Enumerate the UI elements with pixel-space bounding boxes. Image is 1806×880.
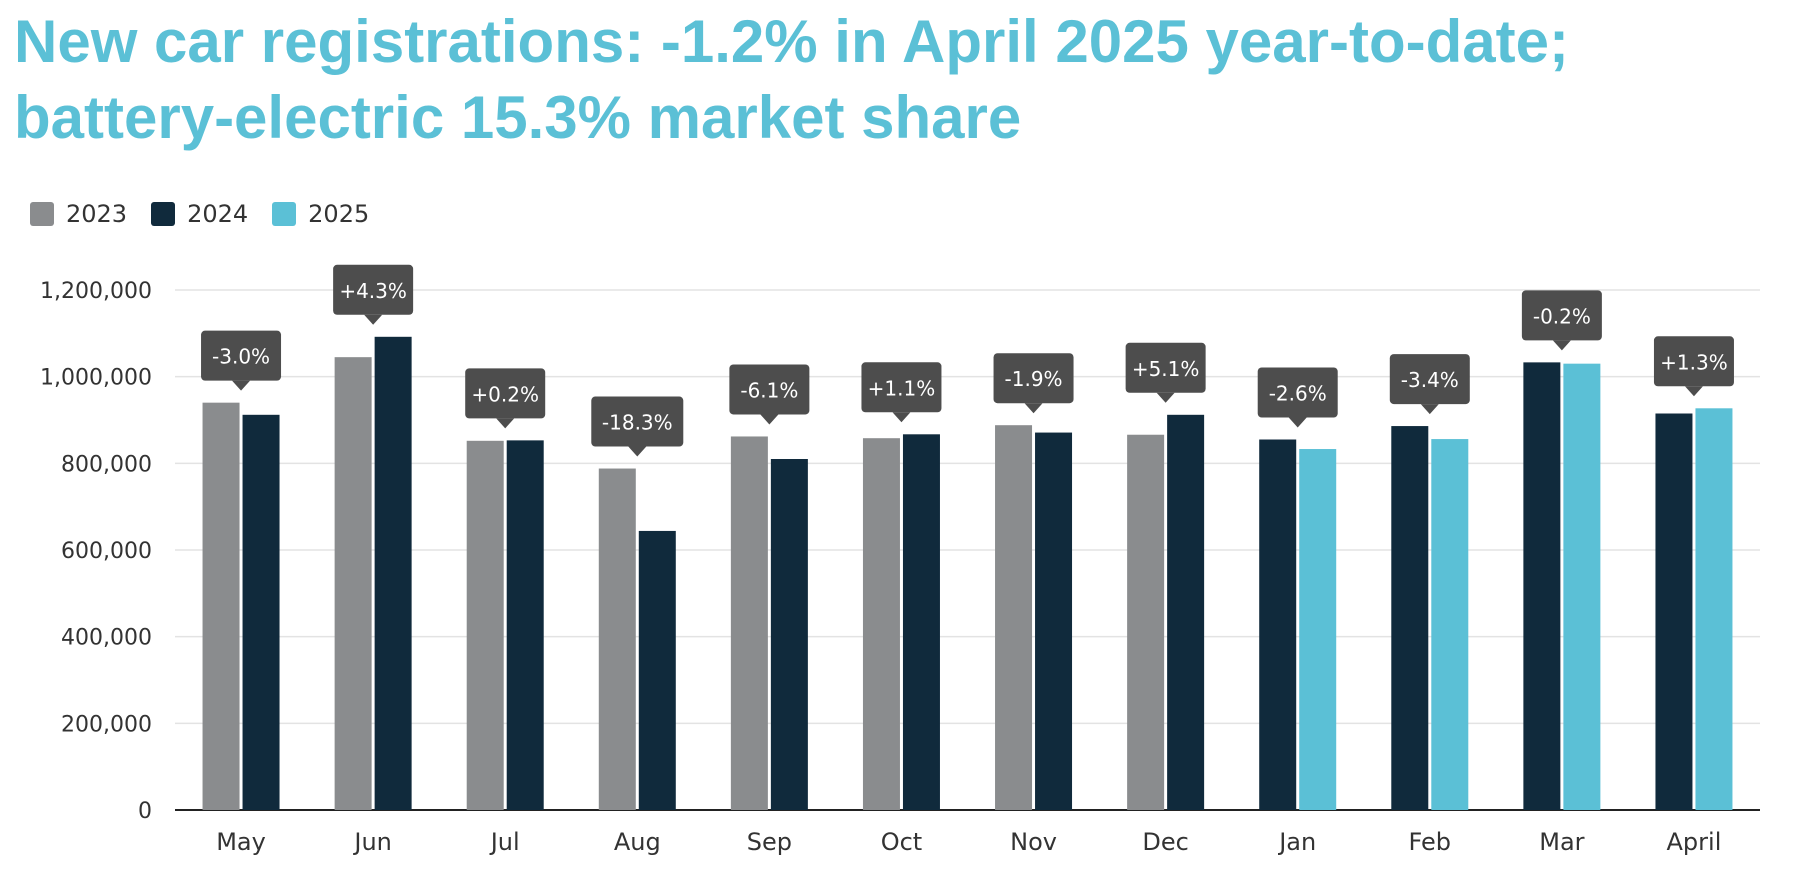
y-tick-label: 1,200,000	[40, 279, 152, 304]
x-tick-label: Feb	[1409, 828, 1452, 856]
bar-2024	[770, 459, 808, 810]
bar-2024	[1035, 432, 1073, 810]
callout-pointer	[1024, 403, 1043, 414]
callout-pointer	[1420, 404, 1439, 415]
data-label: +1.3%	[1660, 350, 1728, 374]
data-label: -0.2%	[1533, 304, 1591, 328]
bar-2023	[862, 438, 900, 810]
callout-box	[201, 330, 282, 381]
callout-box	[1125, 342, 1206, 393]
callout-box	[861, 362, 942, 413]
bar-2025	[1299, 449, 1337, 810]
callout-pointer	[496, 418, 515, 429]
data-label: -2.6%	[1269, 382, 1327, 406]
callout-pointer	[1684, 386, 1703, 397]
callout-box	[1653, 336, 1734, 387]
bar-2023	[466, 440, 504, 810]
data-label: -3.0%	[212, 345, 270, 369]
callout-pointer	[232, 380, 251, 391]
bar-2024	[1259, 439, 1297, 810]
y-tick-label: 600,000	[61, 539, 152, 564]
x-tick-label: Dec	[1142, 828, 1188, 856]
callout-box	[1257, 367, 1338, 418]
callout-box	[591, 396, 684, 447]
callout-box	[333, 264, 414, 315]
x-tick-label: Aug	[614, 828, 661, 856]
bar-2023	[730, 436, 768, 810]
y-tick-label: 400,000	[61, 626, 152, 651]
callout-box	[729, 364, 810, 415]
bar-2025	[1695, 408, 1733, 810]
bar-2023	[334, 357, 372, 810]
bar-2024	[242, 414, 280, 810]
bar-2023	[1127, 434, 1165, 810]
callout-box	[1521, 290, 1602, 341]
callout-pointer	[1288, 417, 1307, 428]
y-tick-label: 1,000,000	[40, 366, 152, 391]
legend-item-2025: 2025	[272, 200, 369, 228]
legend-item-2024: 2024	[151, 200, 248, 228]
x-tick-label: Jul	[489, 828, 520, 856]
bar-2025	[1563, 363, 1601, 810]
x-tick-label: Jun	[352, 828, 392, 856]
y-tick-label: 200,000	[61, 712, 152, 737]
data-label: -1.9%	[1005, 367, 1063, 391]
legend-swatch-2024	[151, 202, 176, 226]
data-label: +1.1%	[868, 376, 936, 400]
x-tick-label: May	[216, 828, 266, 856]
data-label: -3.4%	[1401, 368, 1459, 392]
callout-pointer	[1156, 392, 1175, 403]
data-label: +0.2%	[471, 382, 539, 406]
data-label: -18.3%	[602, 411, 673, 435]
legend-label-2024: 2024	[187, 200, 249, 228]
x-tick-label: Nov	[1010, 828, 1057, 856]
y-tick-label: 800,000	[61, 452, 152, 477]
bar-2024	[1523, 362, 1561, 810]
x-tick-label: Sep	[747, 828, 792, 856]
legend-label-2023: 2023	[66, 200, 128, 228]
callout-pointer	[628, 446, 647, 457]
bar-2025	[1431, 439, 1469, 810]
bar-2023	[598, 468, 636, 810]
bar-2024	[638, 530, 676, 810]
bar-2023	[202, 402, 240, 810]
data-label: -6.1%	[740, 378, 798, 402]
callout-pointer	[1552, 340, 1571, 351]
y-tick-label: 0	[138, 799, 152, 824]
bar-2024	[902, 434, 940, 810]
callout-box	[993, 353, 1074, 404]
callout-pointer	[760, 414, 779, 425]
legend: 2023 2024 2025	[30, 200, 369, 228]
bar-2024	[374, 336, 412, 810]
bar-2024	[1655, 413, 1693, 810]
callout-box	[465, 368, 546, 419]
data-label: +4.3%	[339, 279, 407, 303]
x-tick-label: Oct	[881, 828, 923, 856]
data-label: +5.1%	[1132, 357, 1200, 381]
chart-title: New car registrations: -1.2% in April 20…	[14, 8, 1569, 151]
callout-pointer	[892, 412, 911, 423]
bar-2024	[506, 440, 544, 810]
x-tick-label: Jan	[1277, 828, 1316, 856]
legend-swatch-2023	[30, 202, 54, 226]
x-tick-label: April	[1667, 828, 1722, 856]
callout-box	[1389, 354, 1470, 405]
x-tick-label: Mar	[1539, 828, 1584, 856]
callout-pointer	[364, 314, 383, 325]
legend-item-2023: 2023	[30, 200, 127, 228]
bar-2024	[1167, 414, 1205, 810]
bar-2023	[995, 425, 1033, 810]
legend-swatch-2025	[272, 202, 297, 226]
bar-2024	[1391, 426, 1429, 810]
legend-label-2025: 2025	[308, 200, 370, 228]
